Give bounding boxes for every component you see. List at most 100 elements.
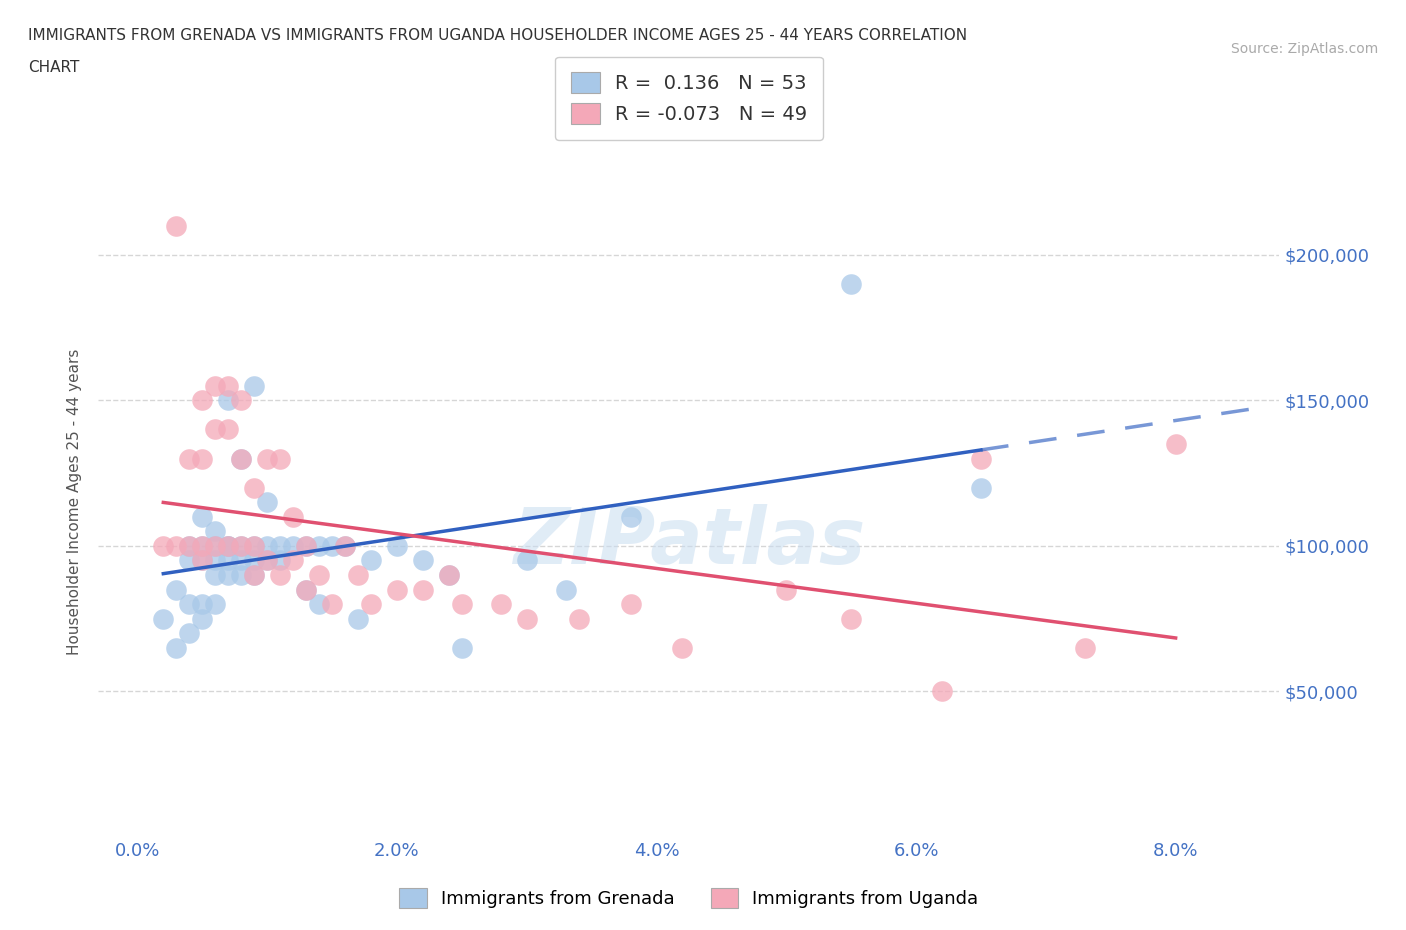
Point xyxy=(179,538,201,553)
Point xyxy=(450,641,472,656)
Point xyxy=(554,582,576,597)
Point xyxy=(231,451,253,466)
Point xyxy=(243,567,266,582)
Point xyxy=(231,553,253,568)
Point xyxy=(217,538,239,553)
Point xyxy=(231,567,253,582)
Point xyxy=(243,480,266,495)
Point xyxy=(385,538,408,553)
Point xyxy=(333,538,356,553)
Point xyxy=(191,451,214,466)
Point xyxy=(243,379,266,393)
Point xyxy=(191,553,214,568)
Point xyxy=(308,597,330,612)
Point xyxy=(204,538,226,553)
Point xyxy=(775,582,797,597)
Point xyxy=(671,641,693,656)
Point xyxy=(217,392,239,407)
Point xyxy=(191,611,214,626)
Point xyxy=(204,422,226,437)
Point xyxy=(269,538,291,553)
Point xyxy=(217,538,239,553)
Point xyxy=(360,553,382,568)
Point xyxy=(295,582,318,597)
Point xyxy=(179,553,201,568)
Point xyxy=(269,553,291,568)
Point xyxy=(231,538,253,553)
Point xyxy=(191,392,214,407)
Point xyxy=(204,524,226,538)
Point xyxy=(217,379,239,393)
Point xyxy=(243,567,266,582)
Point xyxy=(191,553,214,568)
Point xyxy=(412,553,434,568)
Point xyxy=(931,684,953,698)
Point xyxy=(347,611,370,626)
Point xyxy=(179,626,201,641)
Point xyxy=(437,567,460,582)
Point xyxy=(360,597,382,612)
Point xyxy=(347,567,370,582)
Text: Source: ZipAtlas.com: Source: ZipAtlas.com xyxy=(1230,42,1378,56)
Point xyxy=(970,480,993,495)
Point xyxy=(191,597,214,612)
Text: IMMIGRANTS FROM GRENADA VS IMMIGRANTS FROM UGANDA HOUSEHOLDER INCOME AGES 25 - 4: IMMIGRANTS FROM GRENADA VS IMMIGRANTS FR… xyxy=(28,28,967,43)
Point xyxy=(412,582,434,597)
Point xyxy=(568,611,591,626)
Point xyxy=(152,611,174,626)
Point xyxy=(204,379,226,393)
Point xyxy=(321,597,343,612)
Point xyxy=(1074,641,1097,656)
Point xyxy=(256,538,278,553)
Text: CHART: CHART xyxy=(28,60,80,75)
Point xyxy=(321,538,343,553)
Point xyxy=(839,611,862,626)
Point xyxy=(191,510,214,525)
Point xyxy=(450,597,472,612)
Point xyxy=(191,538,214,553)
Point xyxy=(165,641,187,656)
Point xyxy=(217,553,239,568)
Point xyxy=(204,597,226,612)
Y-axis label: Householder Income Ages 25 - 44 years: Householder Income Ages 25 - 44 years xyxy=(67,349,83,656)
Point xyxy=(256,451,278,466)
Point xyxy=(256,553,278,568)
Point xyxy=(1164,436,1187,451)
Point xyxy=(204,567,226,582)
Point xyxy=(179,597,201,612)
Point xyxy=(231,451,253,466)
Point xyxy=(308,538,330,553)
Point xyxy=(308,567,330,582)
Point xyxy=(204,553,226,568)
Point xyxy=(437,567,460,582)
Point xyxy=(281,538,304,553)
Point xyxy=(165,219,187,233)
Point xyxy=(295,538,318,553)
Point xyxy=(281,510,304,525)
Point xyxy=(269,451,291,466)
Point xyxy=(516,553,538,568)
Point xyxy=(217,422,239,437)
Point xyxy=(385,582,408,597)
Point xyxy=(204,538,226,553)
Point xyxy=(179,451,201,466)
Point xyxy=(243,538,266,553)
Point xyxy=(152,538,174,553)
Point xyxy=(970,451,993,466)
Point xyxy=(243,553,266,568)
Point xyxy=(243,538,266,553)
Point xyxy=(619,510,641,525)
Point xyxy=(333,538,356,553)
Point xyxy=(295,582,318,597)
Text: ZIPatlas: ZIPatlas xyxy=(513,504,865,580)
Point xyxy=(839,276,862,291)
Point xyxy=(191,538,214,553)
Point xyxy=(217,538,239,553)
Point xyxy=(489,597,512,612)
Point xyxy=(619,597,641,612)
Point xyxy=(231,538,253,553)
Legend: Immigrants from Grenada, Immigrants from Uganda: Immigrants from Grenada, Immigrants from… xyxy=(392,881,986,915)
Point xyxy=(281,553,304,568)
Point xyxy=(256,553,278,568)
Point xyxy=(516,611,538,626)
